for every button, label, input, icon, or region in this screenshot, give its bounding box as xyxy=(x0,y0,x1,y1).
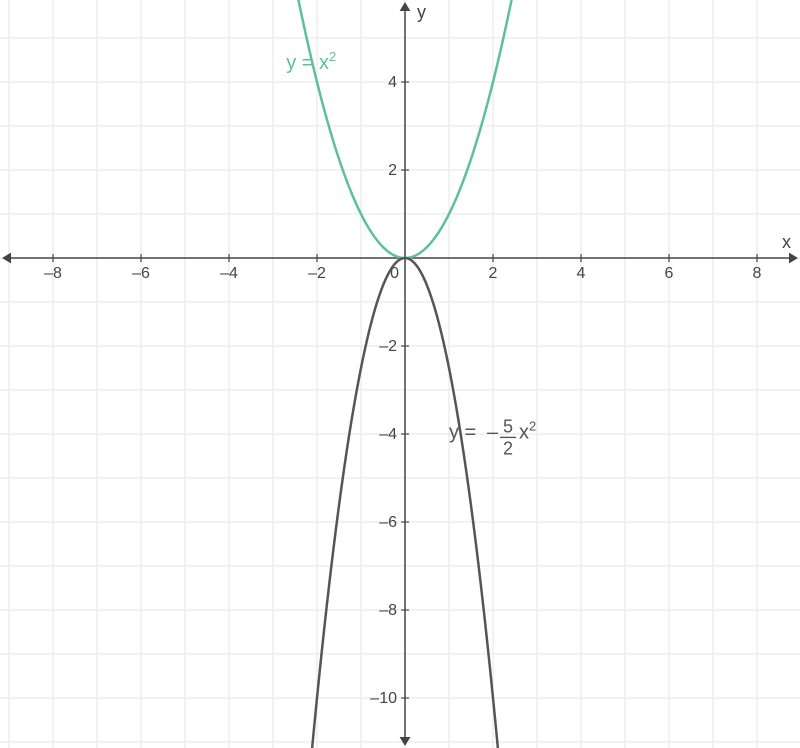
x-tick-label: 8 xyxy=(753,265,762,282)
chart-container: yx –8–6–4–20246842–2–4–6–8–10 y = x2y = … xyxy=(0,0,800,748)
equation-label-x-squared: y = x2 xyxy=(286,49,336,74)
x-tick-label: –6 xyxy=(132,265,150,282)
x-axis-label: x xyxy=(782,232,791,252)
svg-text:2: 2 xyxy=(503,438,513,458)
y-tick-label: 4 xyxy=(388,74,397,91)
grid-layer xyxy=(0,0,800,748)
x-tick-label: 4 xyxy=(577,265,586,282)
axes-layer: yx xyxy=(2,2,798,746)
svg-text:5: 5 xyxy=(503,416,513,436)
svg-text:x2: x2 xyxy=(519,418,536,443)
svg-text:y =: y = xyxy=(449,421,476,443)
y-tick-label: –8 xyxy=(379,602,397,619)
y-tick-label: 2 xyxy=(388,162,397,179)
y-tick-label: –10 xyxy=(370,690,397,707)
y-tick-label: –2 xyxy=(379,338,397,355)
y-tick-label: –4 xyxy=(379,426,397,443)
chart-svg: yx –8–6–4–20246842–2–4–6–8–10 y = x2y = … xyxy=(0,0,800,748)
x-tick-label: –4 xyxy=(220,265,238,282)
x-tick-label: 2 xyxy=(489,265,498,282)
y-tick-label: –6 xyxy=(379,514,397,531)
x-tick-label: –8 xyxy=(44,265,62,282)
x-tick-label: –2 xyxy=(308,265,326,282)
svg-text:–: – xyxy=(487,421,499,443)
x-tick-label: 6 xyxy=(665,265,674,282)
y-axis-label: y xyxy=(417,2,426,22)
